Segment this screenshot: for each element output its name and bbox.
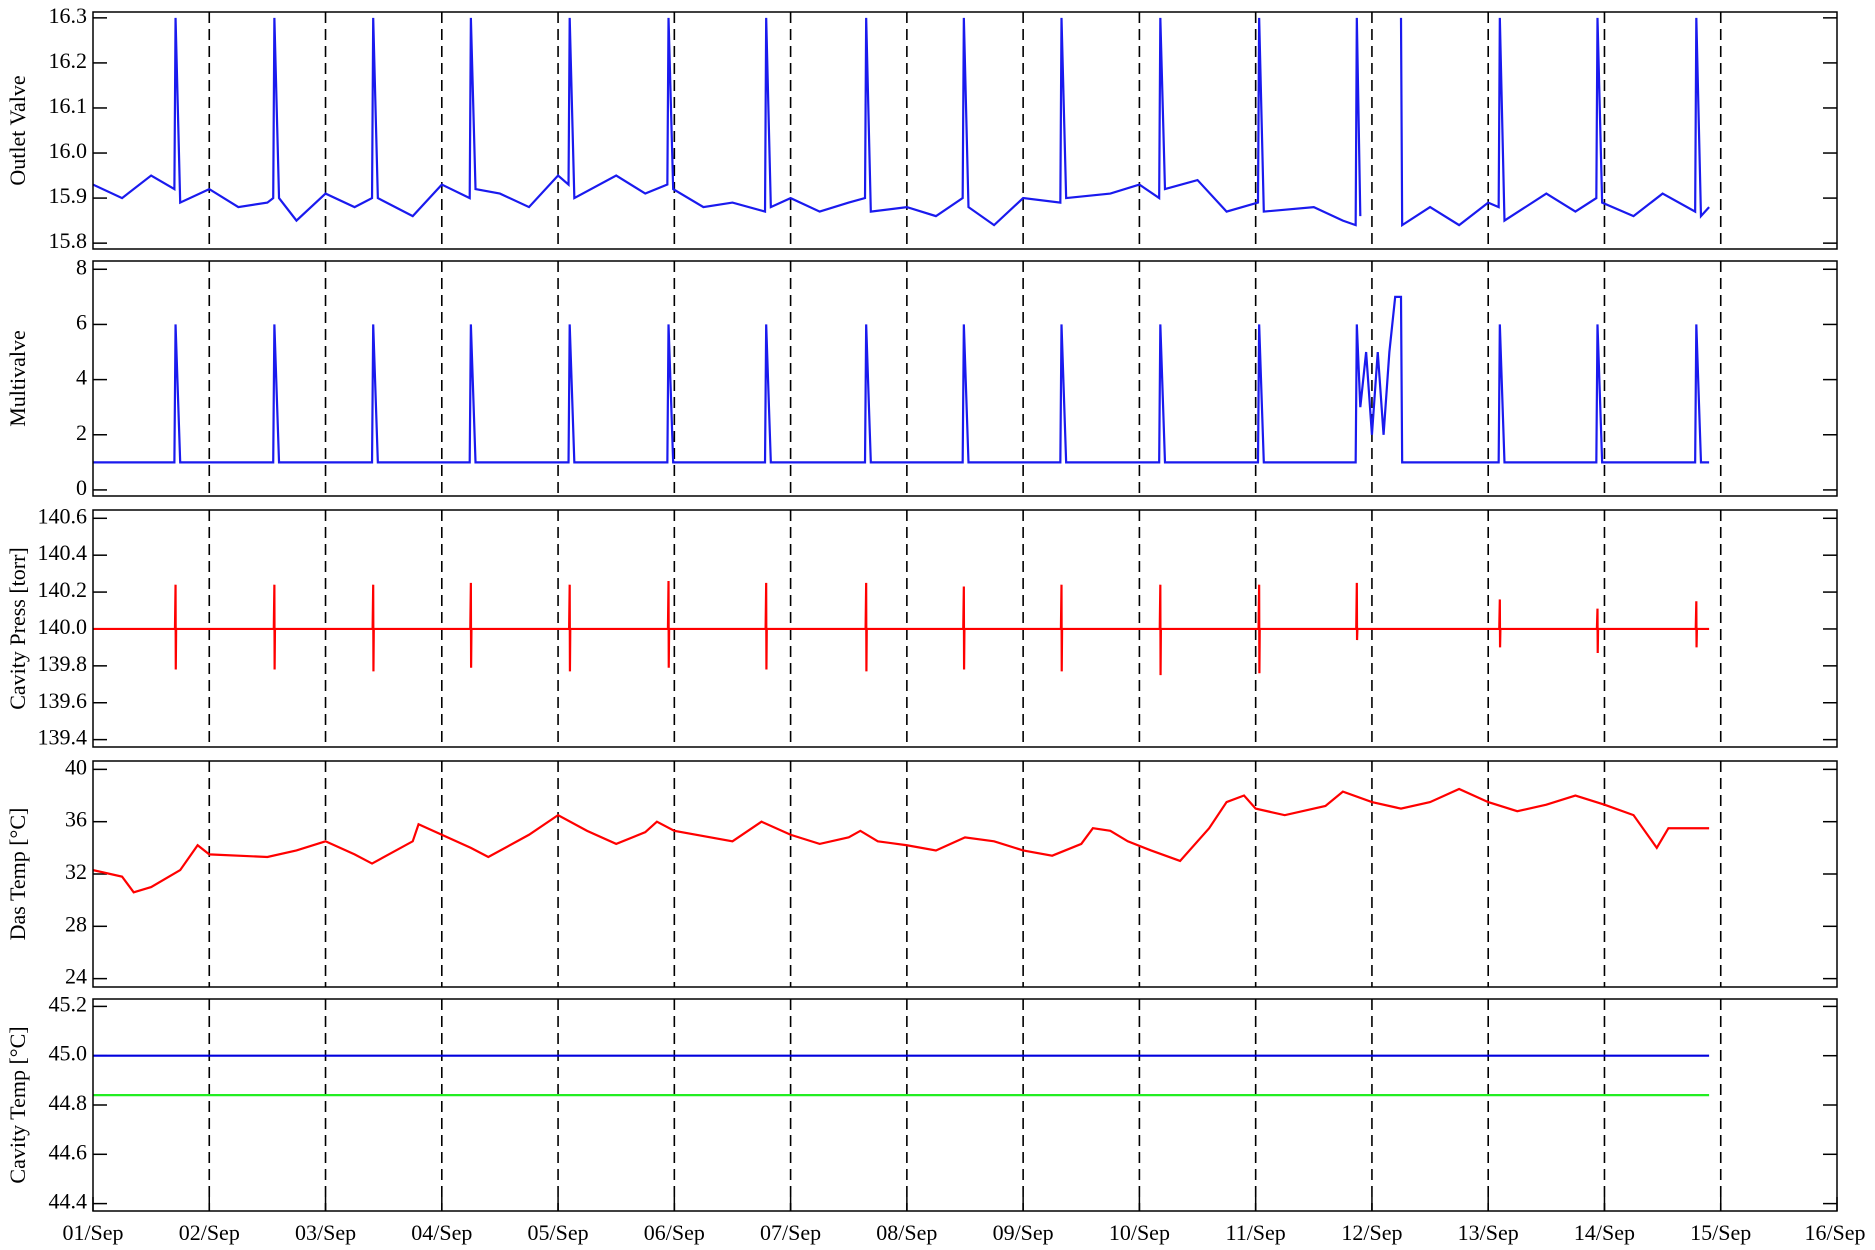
x-tick-label: 06/Sep [644, 1220, 705, 1245]
data-line [93, 17, 1710, 228]
x-tick-label: 03/Sep [295, 1220, 356, 1245]
y-axis-label: Multivalve [5, 330, 30, 427]
y-axis-label: Cavity Temp [°C] [5, 1026, 30, 1183]
panel-frame [92, 11, 1838, 250]
y-tick-label: 32 [65, 859, 87, 884]
data-line [93, 295, 1710, 464]
x-tick-label: 13/Sep [1458, 1220, 1519, 1245]
y-tick-label: 2 [76, 420, 87, 445]
y-tick-label: 44.8 [49, 1090, 88, 1115]
x-tick-label: 14/Sep [1574, 1220, 1635, 1245]
y-tick-label: 140.0 [38, 614, 88, 639]
x-tick-label: 11/Sep [1226, 1220, 1286, 1245]
y-tick-label: 139.8 [38, 651, 88, 676]
y-tick-label: 140.6 [38, 503, 88, 528]
y-tick-label: 15.9 [49, 183, 88, 208]
y-tick-label: 16.0 [49, 138, 88, 163]
x-tick-label: 02/Sep [179, 1220, 240, 1245]
y-tick-label: 16.2 [49, 48, 88, 73]
y-tick-label: 44.4 [49, 1189, 88, 1214]
y-tick-label: 45.2 [49, 991, 88, 1016]
x-tick-label: 05/Sep [528, 1220, 589, 1245]
x-tick-label: 07/Sep [760, 1220, 821, 1245]
data-line [93, 787, 1710, 894]
panel-frame [92, 998, 1838, 1212]
x-tick-label: 15/Sep [1690, 1220, 1751, 1245]
y-tick-label: 140.2 [38, 577, 88, 602]
y-tick-label: 24 [65, 964, 87, 989]
y-axis-label: Outlet Valve [5, 75, 30, 185]
x-tick-label: 10/Sep [1109, 1220, 1170, 1245]
x-tick-label: 09/Sep [993, 1220, 1054, 1245]
x-tick-label: 01/Sep [62, 1220, 123, 1245]
y-tick-label: 139.6 [38, 688, 88, 713]
y-tick-label: 40 [65, 754, 87, 779]
y-tick-label: 139.4 [38, 725, 88, 750]
panel-frame [92, 260, 1838, 497]
y-tick-label: 6 [76, 309, 87, 334]
y-tick-label: 36 [65, 807, 87, 832]
y-tick-label: 0 [76, 475, 87, 500]
panel-frame [92, 509, 1838, 748]
y-axis-label: Cavity Press [torr] [5, 547, 30, 710]
y-axis-label: Das Temp [°C] [5, 808, 30, 941]
y-tick-label: 8 [76, 254, 87, 279]
panel-frame [92, 760, 1838, 988]
y-tick-label: 44.6 [49, 1139, 88, 1164]
x-tick-label: 08/Sep [876, 1220, 937, 1245]
y-tick-label: 140.4 [38, 540, 88, 565]
x-tick-label: 16/Sep [1804, 1220, 1865, 1245]
y-tick-label: 45.0 [49, 1041, 88, 1066]
x-tick-label: 12/Sep [1341, 1220, 1402, 1245]
data-line [93, 580, 1710, 676]
y-tick-label: 16.1 [49, 93, 88, 118]
y-tick-label: 16.3 [49, 3, 88, 28]
x-tick-label: 04/Sep [411, 1220, 472, 1245]
y-tick-label: 28 [65, 911, 87, 936]
y-tick-label: 4 [76, 365, 87, 390]
y-tick-label: 15.8 [49, 228, 88, 253]
